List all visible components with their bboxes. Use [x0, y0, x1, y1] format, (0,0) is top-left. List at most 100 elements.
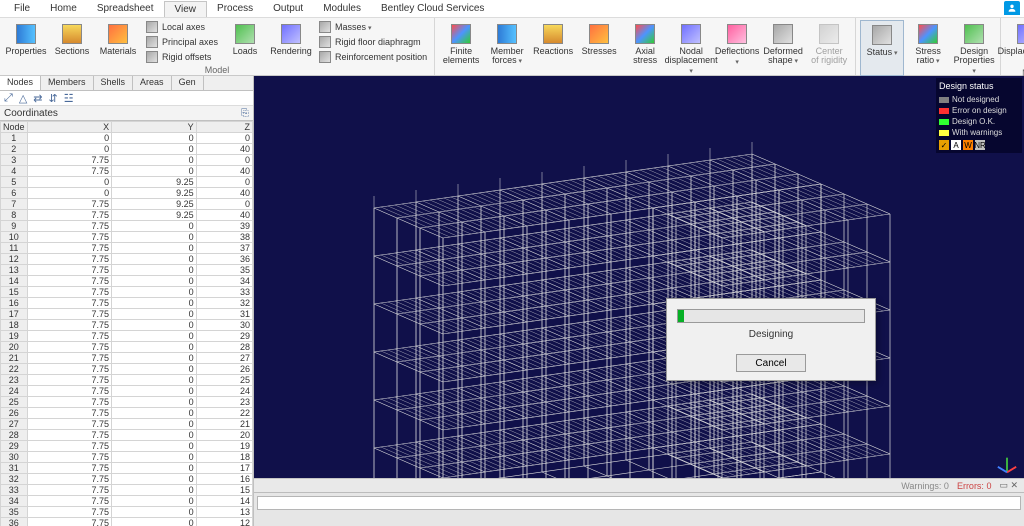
group-label: Model — [4, 64, 430, 76]
design-props-button[interactable]: DesignProperties — [952, 20, 996, 76]
loads-button[interactable]: Loads — [223, 20, 267, 64]
table-row[interactable]: 237.75025 — [1, 375, 253, 386]
table-row[interactable]: 127.75036 — [1, 254, 253, 265]
table-row[interactable]: 1000 — [1, 133, 253, 144]
coordinates-grid[interactable]: NodeXYZ10002004037.750047.75040509.25060… — [0, 121, 253, 526]
stresses-button[interactable]: Stresses — [577, 20, 621, 76]
user-icon[interactable] — [1004, 1, 1020, 15]
tool-icon[interactable]: △ — [19, 92, 27, 105]
menu-file[interactable]: File — [4, 1, 40, 17]
table-row[interactable]: 187.75030 — [1, 320, 253, 331]
progress-dialog: Designing Cancel — [666, 298, 876, 381]
table-row[interactable]: 227.75026 — [1, 364, 253, 375]
panel-tab-members[interactable]: Members — [41, 76, 94, 90]
table-row[interactable]: 20040 — [1, 144, 253, 155]
table-row[interactable]: 77.759.250 — [1, 199, 253, 210]
table-row[interactable]: 327.75016 — [1, 474, 253, 485]
nodal-disp-button[interactable]: Nodaldisplacement — [669, 20, 713, 76]
warnings-count: Warnings: 0 — [901, 481, 949, 491]
table-row[interactable]: 137.75035 — [1, 265, 253, 276]
tool-icon[interactable]: ☳ — [64, 92, 74, 105]
table-row[interactable]: 357.75013 — [1, 507, 253, 518]
menu-home[interactable]: Home — [40, 1, 87, 17]
table-row[interactable]: 609.2540 — [1, 188, 253, 199]
table-row[interactable]: 337.75015 — [1, 485, 253, 496]
principal-axes-button[interactable]: Principal axes — [142, 35, 221, 49]
deflections-button[interactable]: Deflections — [715, 20, 759, 76]
rigid-floor-button[interactable]: Rigid floor diaphragm — [315, 35, 430, 49]
menu-view[interactable]: View — [164, 1, 208, 17]
tool-icon[interactable]: ⤢ — [4, 92, 13, 105]
menu-process[interactable]: Process — [207, 1, 263, 17]
table-row[interactable]: 247.75024 — [1, 386, 253, 397]
legend-item: Error on design — [939, 105, 1019, 116]
table-row[interactable]: 509.250 — [1, 177, 253, 188]
table-row[interactable]: 107.75038 — [1, 232, 253, 243]
table-row[interactable]: 287.75020 — [1, 430, 253, 441]
member-forces-button[interactable]: Memberforces — [485, 20, 529, 76]
table-row[interactable]: 117.75037 — [1, 243, 253, 254]
table-row[interactable]: 217.75027 — [1, 353, 253, 364]
stress-ratio-button[interactable]: Stressratio — [906, 20, 950, 76]
masses-button[interactable]: Masses — [315, 20, 430, 34]
legend-badge: NR — [975, 140, 985, 150]
panel-tab-areas[interactable]: Areas — [133, 76, 172, 90]
table-row[interactable]: 207.75028 — [1, 342, 253, 353]
table-row[interactable]: 367.75012 — [1, 518, 253, 526]
progress-bar — [677, 309, 865, 323]
axial-stress-button[interactable]: Axialstress — [623, 20, 667, 76]
table-row[interactable]: 317.75017 — [1, 463, 253, 474]
table-row[interactable]: 347.75014 — [1, 496, 253, 507]
legend-badge: W — [963, 140, 973, 150]
panel-menu-icon[interactable]: ⎘ — [241, 108, 249, 119]
table-row[interactable]: 37.7500 — [1, 155, 253, 166]
legend-item: Design O.K. — [939, 116, 1019, 127]
table-row[interactable]: 257.75023 — [1, 397, 253, 408]
reinforcement-button[interactable]: Reinforcement position — [315, 50, 430, 64]
table-row[interactable]: 47.75040 — [1, 166, 253, 177]
table-row[interactable]: 267.75022 — [1, 408, 253, 419]
sections-button[interactable]: Sections — [50, 20, 94, 64]
table-row[interactable]: 157.75033 — [1, 287, 253, 298]
panel-tab-shells[interactable]: Shells — [94, 76, 134, 90]
menu-spreadsheet[interactable]: Spreadsheet — [87, 1, 164, 17]
table-row[interactable]: 197.75029 — [1, 331, 253, 342]
panel-tab-gen[interactable]: Gen — [172, 76, 204, 90]
strip-close-icon[interactable]: ▭ ✕ — [999, 480, 1018, 491]
materials-button[interactable]: Materials — [96, 20, 140, 64]
rendering-button[interactable]: Rendering — [269, 20, 313, 64]
viewport[interactable]: Design status Not designedError on desig… — [254, 76, 1024, 526]
table-row[interactable]: 167.75032 — [1, 298, 253, 309]
menu-modules[interactable]: Modules — [313, 1, 371, 17]
table-row[interactable]: 177.75031 — [1, 309, 253, 320]
deformed-button[interactable]: Deformedshape — [761, 20, 805, 76]
work-area: NodesMembersShellsAreasGen ⤢ △ ⇄ ⇵ ☳ Coo… — [0, 76, 1024, 526]
center-rigidity-button[interactable]: Centerof rigidity — [807, 20, 851, 76]
tool-icon[interactable]: ⇵ — [49, 92, 58, 105]
table-row[interactable]: 307.75018 — [1, 452, 253, 463]
model-wireframe — [254, 76, 1024, 526]
reactions-button[interactable]: Reactions — [531, 20, 575, 76]
panel-toolbar[interactable]: ⤢ △ ⇄ ⇵ ☳ — [0, 91, 253, 106]
status-button[interactable]: Status — [860, 20, 904, 76]
panel-tabs: NodesMembersShellsAreasGen — [0, 76, 253, 91]
tool-icon[interactable]: ⇄ — [33, 92, 42, 105]
finite-elements-button[interactable]: Finiteelements — [439, 20, 483, 76]
table-row[interactable]: 97.75039 — [1, 221, 253, 232]
table-row[interactable]: 87.759.2540 — [1, 210, 253, 221]
local-axes-button[interactable]: Local axes — [142, 20, 221, 34]
cancel-button[interactable]: Cancel — [736, 354, 806, 372]
ribbon-group-design: StatusStressratioDesignProperties Design — [856, 18, 1001, 75]
command-input[interactable] — [257, 496, 1021, 510]
panel-tab-nodes[interactable]: Nodes — [0, 76, 41, 90]
legend-badge: A — [951, 140, 961, 150]
table-row[interactable]: 297.75019 — [1, 441, 253, 452]
properties-button[interactable]: Properties — [4, 20, 48, 64]
rigid-offsets-button[interactable]: Rigid offsets — [142, 50, 221, 64]
displacements-button[interactable]: Displacements — [1005, 20, 1024, 67]
table-row[interactable]: 147.75034 — [1, 276, 253, 287]
menu-bentley-cloud-services[interactable]: Bentley Cloud Services — [371, 1, 494, 17]
command-bar — [254, 492, 1024, 526]
menu-output[interactable]: Output — [263, 1, 313, 17]
table-row[interactable]: 277.75021 — [1, 419, 253, 430]
